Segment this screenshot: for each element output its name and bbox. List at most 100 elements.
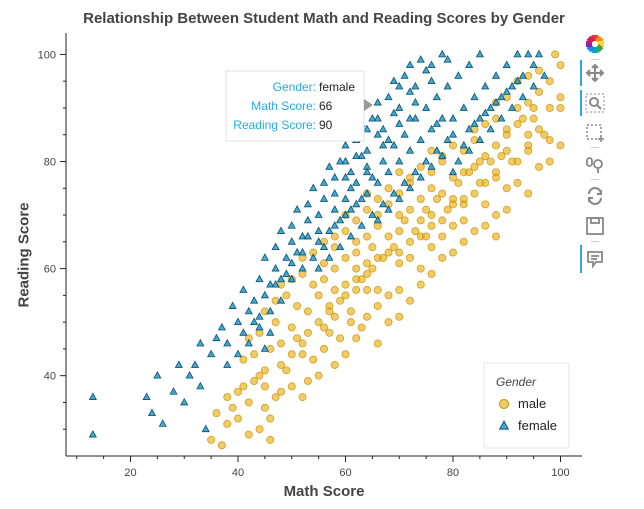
data-point-male: [352, 286, 361, 295]
data-point-female: [427, 60, 436, 68]
data-point-female: [303, 231, 312, 240]
reset-icon[interactable]: [582, 185, 608, 207]
data-point-female: [88, 392, 97, 400]
legend-label: male: [518, 396, 546, 411]
data-point-female: [459, 140, 468, 149]
data-point-male: [298, 339, 307, 348]
data-point-male: [362, 232, 371, 241]
data-point-male: [319, 323, 328, 332]
data-point-female: [255, 274, 264, 283]
data-point-male: [529, 103, 538, 112]
data-point-female: [389, 188, 398, 197]
data-point-female: [373, 215, 382, 224]
data-point-male: [427, 221, 436, 230]
wheel-zoom-icon[interactable]: [582, 154, 608, 176]
data-point-male: [287, 382, 296, 391]
tooltip-value: 66: [319, 99, 333, 113]
tooltip-box: [225, 70, 365, 142]
data-point-female: [282, 253, 291, 261]
data-point-male: [524, 130, 533, 139]
data-point-female: [405, 183, 415, 192]
data-point-female: [362, 188, 372, 197]
data-point-male: [250, 377, 259, 386]
save-icon[interactable]: [582, 215, 608, 237]
data-point-male: [443, 205, 452, 214]
x-tick-label: 20: [124, 467, 136, 479]
data-point-female: [427, 76, 436, 85]
data-point-female: [373, 97, 382, 106]
data-point-male: [325, 307, 334, 316]
data-point-female: [260, 344, 269, 352]
data-point-female: [373, 178, 382, 186]
data-point-female: [395, 119, 404, 127]
data-point-female: [336, 156, 345, 165]
box-zoom-active-indicator: [580, 90, 582, 116]
data-point-male: [545, 157, 554, 166]
data-point-female: [465, 146, 474, 154]
data-point-male: [540, 130, 549, 139]
data-point-male: [524, 141, 533, 150]
data-point-female: [379, 140, 388, 149]
data-point-female: [384, 135, 393, 143]
data-point-male: [481, 152, 490, 161]
data-point-male: [502, 130, 511, 139]
data-point-female: [233, 349, 243, 358]
data-point-male: [395, 168, 404, 177]
data-point-male: [545, 136, 554, 145]
data-point-male: [341, 291, 350, 300]
data-point-male: [341, 253, 350, 262]
data-point-female: [454, 156, 463, 165]
pan-icon[interactable]: [582, 62, 608, 84]
data-point-male: [508, 157, 517, 166]
data-point-female: [432, 92, 441, 101]
toolbar-separator: [591, 59, 599, 60]
data-point-male: [373, 286, 382, 295]
data-point-female: [244, 338, 253, 347]
data-point-female: [470, 92, 479, 101]
data-point-male: [395, 227, 404, 236]
data-point-female: [239, 285, 248, 293]
box-select-icon[interactable]: [582, 122, 608, 144]
data-point-male: [384, 232, 393, 241]
series-male: [207, 50, 565, 450]
data-point-female: [287, 274, 296, 283]
data-point-female: [330, 188, 339, 197]
data-point-female: [368, 172, 377, 181]
data-point-female: [389, 76, 398, 85]
data-point-male: [459, 237, 468, 246]
legend-label: female: [518, 418, 557, 433]
box-zoom-icon[interactable]: [582, 92, 608, 114]
data-point-female: [379, 199, 388, 208]
data-point-female: [352, 178, 361, 186]
data-point-male: [491, 173, 500, 182]
data-point-female: [223, 360, 232, 368]
hover-icon[interactable]: [582, 248, 608, 270]
data-point-male: [319, 344, 328, 353]
data-point-female: [341, 156, 350, 165]
data-point-female: [346, 231, 355, 240]
data-point-male: [271, 393, 280, 402]
data-point-female: [185, 371, 194, 379]
data-point-female: [384, 167, 393, 176]
data-point-male: [395, 259, 404, 268]
data-point-female: [411, 97, 420, 106]
data-point-female: [346, 167, 355, 176]
data-point-female: [352, 151, 361, 160]
tooltip-value: female: [319, 80, 355, 94]
data-point-female: [384, 92, 393, 101]
data-point-male: [330, 286, 339, 295]
data-point-male: [239, 382, 248, 391]
data-point-male: [298, 350, 307, 359]
data-point-male: [459, 216, 468, 225]
data-point-female: [330, 221, 339, 229]
data-point-male: [260, 366, 269, 375]
y-tick-label: 80: [44, 157, 56, 169]
data-point-male: [481, 200, 490, 209]
bokeh-logo-icon[interactable]: [582, 33, 608, 55]
toolbar: [580, 30, 610, 280]
data-point-male: [459, 194, 468, 203]
hover-active-indicator: [580, 245, 582, 273]
tooltip-pointer: [364, 99, 373, 111]
data-point-female: [524, 49, 533, 58]
